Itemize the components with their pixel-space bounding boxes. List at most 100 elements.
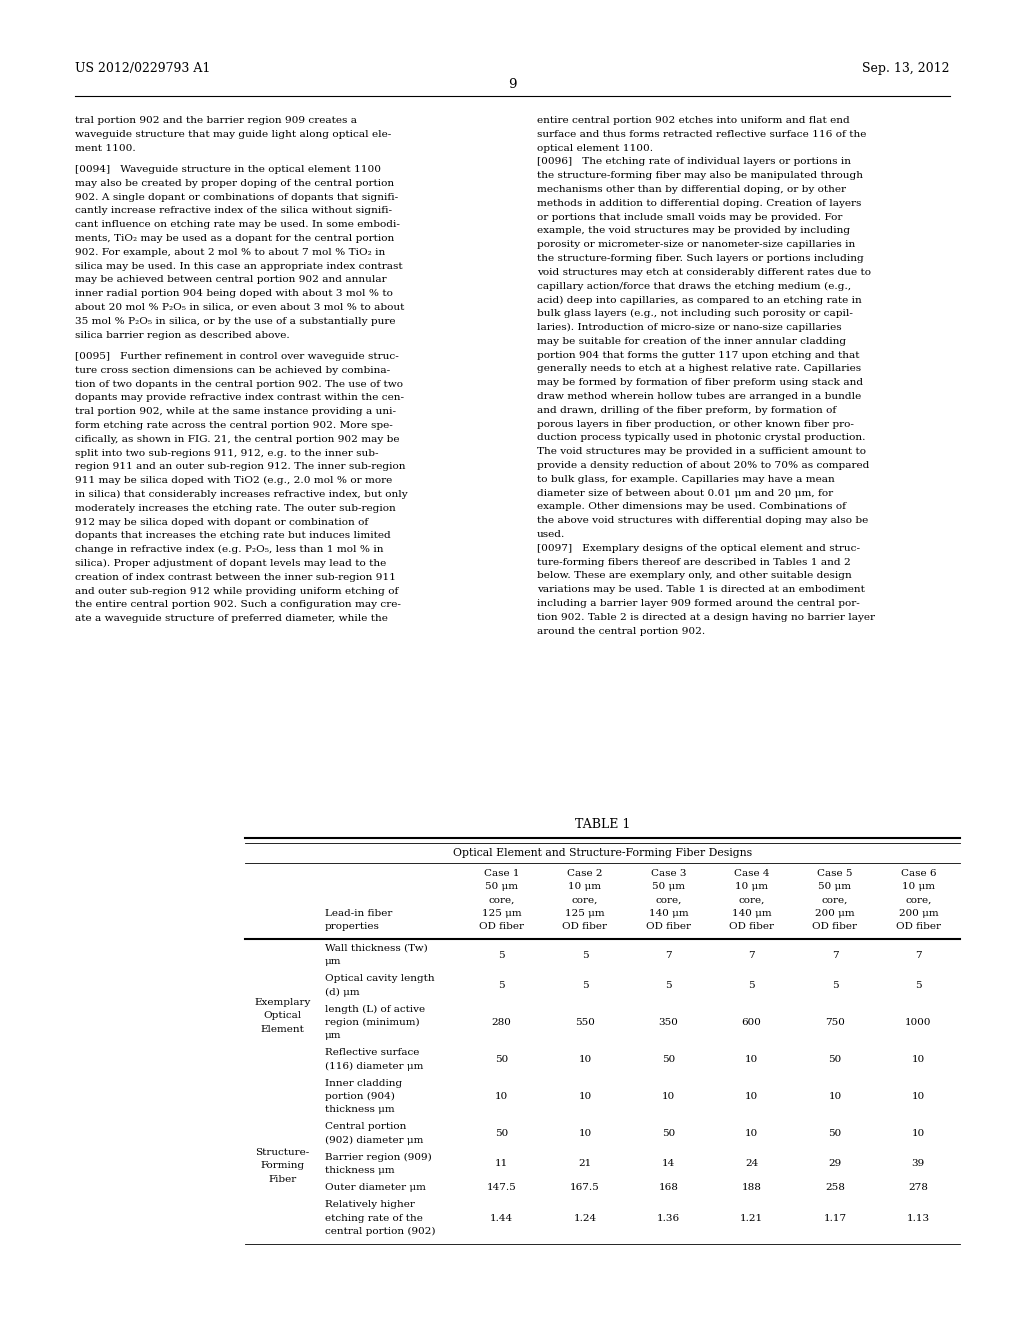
Text: μm: μm xyxy=(325,1031,341,1040)
Text: dopants may provide refractive index contrast within the cen-: dopants may provide refractive index con… xyxy=(75,393,404,403)
Text: about 20 mol % P₂O₅ in silica, or even about 3 mol % to about: about 20 mol % P₂O₅ in silica, or even a… xyxy=(75,304,404,312)
Text: 600: 600 xyxy=(741,1018,762,1027)
Text: core,: core, xyxy=(905,895,932,904)
Text: Optical: Optical xyxy=(263,1011,301,1020)
Text: ate a waveguide structure of preferred diameter, while the: ate a waveguide structure of preferred d… xyxy=(75,614,388,623)
Text: used.: used. xyxy=(537,531,565,539)
Text: tral portion 902 and the barrier region 909 creates a: tral portion 902 and the barrier region … xyxy=(75,116,357,125)
Text: properties: properties xyxy=(325,921,380,931)
Text: 24: 24 xyxy=(745,1159,759,1168)
Text: 125 μm: 125 μm xyxy=(482,908,521,917)
Text: 29: 29 xyxy=(828,1159,842,1168)
Text: creation of index contrast between the inner sub-region 911: creation of index contrast between the i… xyxy=(75,573,396,582)
Text: 912 may be silica doped with dopant or combination of: 912 may be silica doped with dopant or c… xyxy=(75,517,369,527)
Text: 1.36: 1.36 xyxy=(656,1213,680,1222)
Text: (902) diameter μm: (902) diameter μm xyxy=(325,1135,423,1144)
Text: diameter size of between about 0.01 μm and 20 μm, for: diameter size of between about 0.01 μm a… xyxy=(537,488,834,498)
Text: ture-forming fibers thereof are described in Tables 1 and 2: ture-forming fibers thereof are describe… xyxy=(537,557,851,566)
Text: central portion (902): central portion (902) xyxy=(325,1226,435,1236)
Text: Relatively higher: Relatively higher xyxy=(325,1200,415,1209)
Text: 10 μm: 10 μm xyxy=(902,882,935,891)
Text: 258: 258 xyxy=(825,1183,845,1192)
Text: OD fiber: OD fiber xyxy=(646,921,691,931)
Text: 10: 10 xyxy=(579,1055,592,1064)
Text: 7: 7 xyxy=(831,950,839,960)
Text: 10: 10 xyxy=(911,1055,925,1064)
Text: 50: 50 xyxy=(662,1055,675,1064)
Text: 5: 5 xyxy=(499,981,505,990)
Text: 9: 9 xyxy=(508,78,516,91)
Text: 50: 50 xyxy=(828,1129,842,1138)
Text: Optical Element and Structure-Forming Fiber Designs: Optical Element and Structure-Forming Fi… xyxy=(453,847,752,858)
Text: optical element 1100.: optical element 1100. xyxy=(537,144,653,153)
Text: silica). Proper adjustment of dopant levels may lead to the: silica). Proper adjustment of dopant lev… xyxy=(75,558,386,568)
Text: 10: 10 xyxy=(745,1129,759,1138)
Text: mechanisms other than by differential doping, or by other: mechanisms other than by differential do… xyxy=(537,185,846,194)
Text: waveguide structure that may guide light along optical ele-: waveguide structure that may guide light… xyxy=(75,129,391,139)
Text: cantly increase refractive index of the silica without signifi-: cantly increase refractive index of the … xyxy=(75,206,392,215)
Text: (116) diameter μm: (116) diameter μm xyxy=(325,1061,423,1071)
Text: Sep. 13, 2012: Sep. 13, 2012 xyxy=(862,62,950,75)
Text: 10 μm: 10 μm xyxy=(735,882,768,891)
Text: acid) deep into capillaries, as compared to an etching rate in: acid) deep into capillaries, as compared… xyxy=(537,296,862,305)
Text: 550: 550 xyxy=(575,1018,595,1027)
Text: core,: core, xyxy=(488,895,515,904)
Text: 1.21: 1.21 xyxy=(740,1213,763,1222)
Text: Inner cladding: Inner cladding xyxy=(325,1078,402,1088)
Text: Case 6: Case 6 xyxy=(900,869,936,878)
Text: 10: 10 xyxy=(579,1129,592,1138)
Text: may be suitable for creation of the inner annular cladding: may be suitable for creation of the inne… xyxy=(537,337,846,346)
Text: region 911 and an outer sub-region 912. The inner sub-region: region 911 and an outer sub-region 912. … xyxy=(75,462,406,471)
Text: cant influence on etching rate may be used. In some embodi-: cant influence on etching rate may be us… xyxy=(75,220,400,230)
Text: 5: 5 xyxy=(665,981,672,990)
Text: 10: 10 xyxy=(495,1092,508,1101)
Text: 35 mol % P₂O₅ in silica, or by the use of a substantially pure: 35 mol % P₂O₅ in silica, or by the use o… xyxy=(75,317,395,326)
Text: ment 1100.: ment 1100. xyxy=(75,144,136,153)
Text: Element: Element xyxy=(260,1024,304,1034)
Text: Fiber: Fiber xyxy=(268,1175,297,1184)
Text: 1.17: 1.17 xyxy=(823,1213,847,1222)
Text: variations may be used. Table 1 is directed at an embodiment: variations may be used. Table 1 is direc… xyxy=(537,585,865,594)
Text: 911 may be silica doped with TiO2 (e.g., 2.0 mol % or more: 911 may be silica doped with TiO2 (e.g.,… xyxy=(75,477,392,486)
Text: cifically, as shown in FIG. 21, the central portion 902 may be: cifically, as shown in FIG. 21, the cent… xyxy=(75,434,399,444)
Text: void structures may etch at considerably different rates due to: void structures may etch at considerably… xyxy=(537,268,871,277)
Text: may also be created by proper doping of the central portion: may also be created by proper doping of … xyxy=(75,178,394,187)
Text: 167.5: 167.5 xyxy=(570,1183,600,1192)
Text: 7: 7 xyxy=(749,950,755,960)
Text: 14: 14 xyxy=(662,1159,675,1168)
Text: OD fiber: OD fiber xyxy=(729,921,774,931)
Text: 10: 10 xyxy=(745,1092,759,1101)
Text: etching rate of the: etching rate of the xyxy=(325,1213,423,1222)
Text: 5: 5 xyxy=(831,981,839,990)
Text: thickness μm: thickness μm xyxy=(325,1105,394,1114)
Text: 200 μm: 200 μm xyxy=(815,908,855,917)
Text: 7: 7 xyxy=(665,950,672,960)
Text: 50: 50 xyxy=(495,1055,508,1064)
Text: Outer diameter μm: Outer diameter μm xyxy=(325,1183,426,1192)
Text: to bulk glass, for example. Capillaries may have a mean: to bulk glass, for example. Capillaries … xyxy=(537,475,835,484)
Text: 10: 10 xyxy=(579,1092,592,1101)
Text: 140 μm: 140 μm xyxy=(648,908,688,917)
Text: Lead-in fiber: Lead-in fiber xyxy=(325,908,392,917)
Text: 10: 10 xyxy=(911,1129,925,1138)
Text: tion 902. Table 2 is directed at a design having no barrier layer: tion 902. Table 2 is directed at a desig… xyxy=(537,612,874,622)
Text: may be formed by formation of fiber preform using stack and: may be formed by formation of fiber pref… xyxy=(537,379,863,387)
Text: 50: 50 xyxy=(495,1129,508,1138)
Text: [0096]   The etching rate of individual layers or portions in: [0096] The etching rate of individual la… xyxy=(537,157,851,166)
Text: the entire central portion 902. Such a configuration may cre-: the entire central portion 902. Such a c… xyxy=(75,601,400,610)
Text: thickness μm: thickness μm xyxy=(325,1166,394,1175)
Text: including a barrier layer 909 formed around the central por-: including a barrier layer 909 formed aro… xyxy=(537,599,860,609)
Text: 1.44: 1.44 xyxy=(490,1213,513,1222)
Text: OD fiber: OD fiber xyxy=(896,921,941,931)
Text: Wall thickness (Tw): Wall thickness (Tw) xyxy=(325,944,428,953)
Text: may be achieved between central portion 902 and annular: may be achieved between central portion … xyxy=(75,276,387,284)
Text: silica barrier region as described above.: silica barrier region as described above… xyxy=(75,330,290,339)
Text: capillary action/force that draws the etching medium (e.g.,: capillary action/force that draws the et… xyxy=(537,281,851,290)
Text: core,: core, xyxy=(655,895,682,904)
Text: 7: 7 xyxy=(915,950,922,960)
Text: 5: 5 xyxy=(499,950,505,960)
Text: porous layers in fiber production, or other known fiber pro-: porous layers in fiber production, or ot… xyxy=(537,420,854,429)
Text: 10: 10 xyxy=(745,1055,759,1064)
Text: 5: 5 xyxy=(915,981,922,990)
Text: (d) μm: (d) μm xyxy=(325,987,359,997)
